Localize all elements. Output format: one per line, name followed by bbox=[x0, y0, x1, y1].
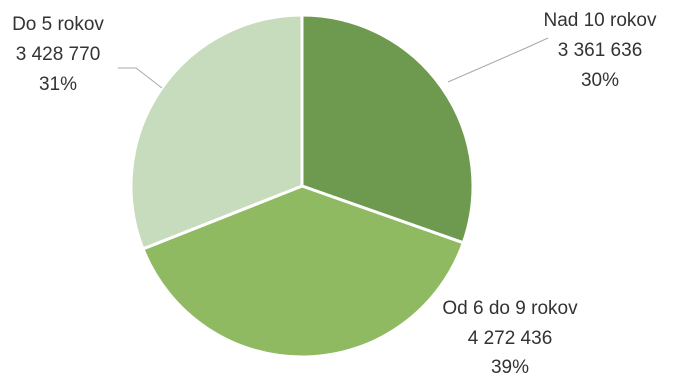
slice-label-percent: 30% bbox=[581, 70, 619, 91]
slice-label-nad-10-rokov: Nad 10 rokov 3 361 636 30% bbox=[543, 10, 657, 91]
slice-label-name: Nad 10 rokov bbox=[543, 10, 657, 31]
slice-label-do-5-rokov: Do 5 rokov 3 428 770 31% bbox=[12, 14, 104, 95]
slice-label-value: 3 428 770 bbox=[16, 44, 101, 65]
pie-slice-do-5-rokov bbox=[129, 13, 304, 251]
leader-line-do-5-rokov bbox=[118, 67, 163, 89]
pie-slice-nad-10-rokov bbox=[300, 13, 475, 245]
slice-label-name: Od 6 do 9 rokov bbox=[442, 298, 578, 319]
leader-lines bbox=[118, 37, 549, 89]
slice-label-value: 4 272 436 bbox=[468, 328, 553, 349]
pie-slice-od-6-do-9-rokov bbox=[141, 184, 466, 359]
slice-label-value: 3 361 636 bbox=[558, 40, 643, 61]
slice-label-percent: 39% bbox=[491, 357, 529, 376]
slice-label-name: Do 5 rokov bbox=[12, 14, 104, 35]
slice-label-od-6-do-9-rokov: Od 6 do 9 rokov 4 272 436 39% bbox=[442, 298, 578, 376]
pie-slices bbox=[129, 13, 475, 359]
slice-label-percent: 31% bbox=[39, 74, 77, 95]
leader-line-nad-10-rokov bbox=[447, 37, 549, 83]
